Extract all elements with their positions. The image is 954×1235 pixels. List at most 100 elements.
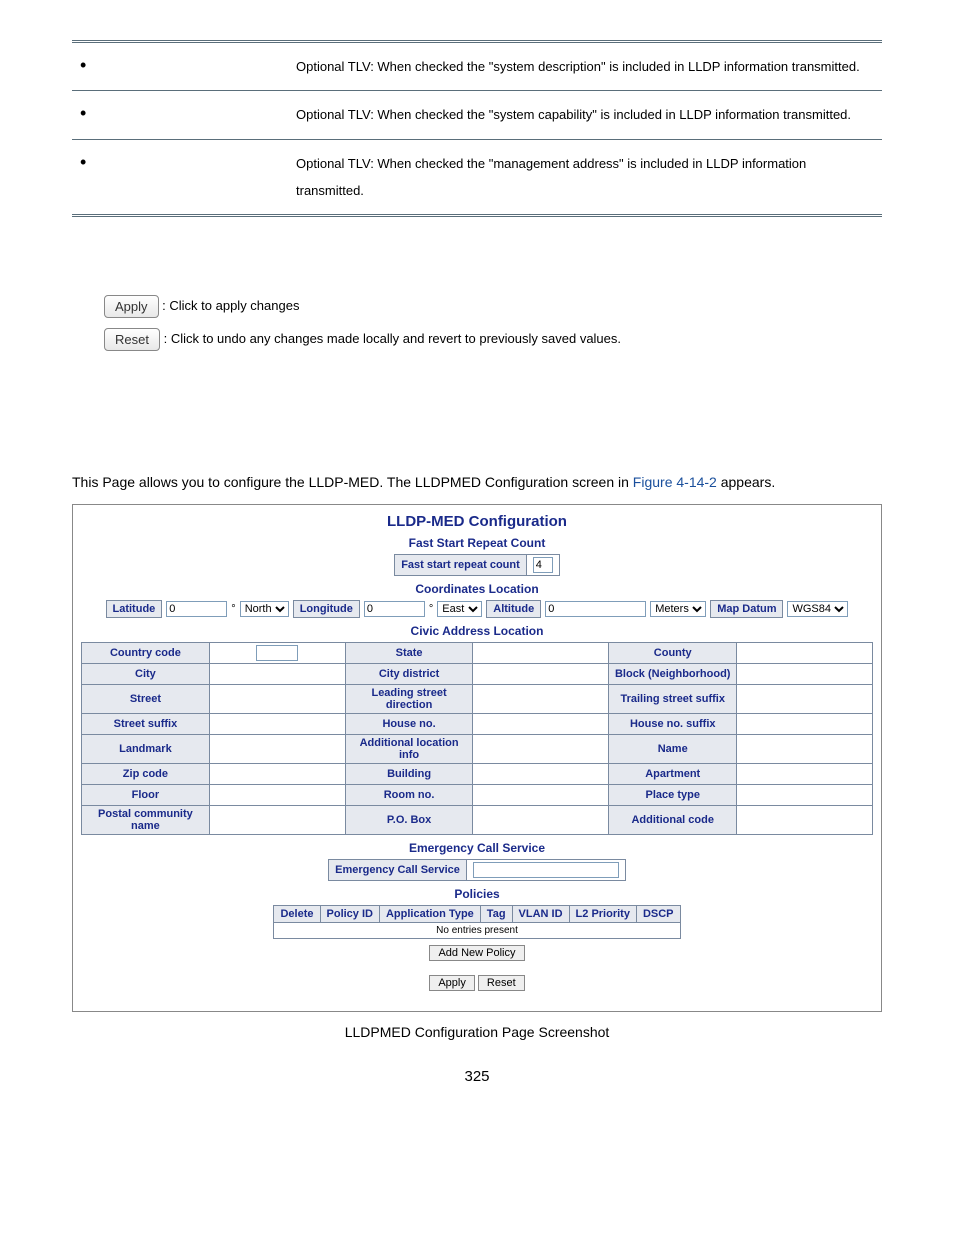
civic-label: Postal community name xyxy=(82,805,210,834)
civic-label: Street suffix xyxy=(82,713,210,734)
policy-header: Policy ID xyxy=(320,905,379,922)
emergency-heading: Emergency Call Service xyxy=(81,841,873,855)
config-reset-button[interactable]: Reset xyxy=(478,975,525,991)
bullet-icon: • xyxy=(80,152,86,172)
civic-value[interactable] xyxy=(737,642,873,663)
coords-row: Latitude ° North Longitude ° East Altitu… xyxy=(81,600,873,618)
apply-desc: : Click to apply changes xyxy=(162,298,299,313)
civic-value[interactable] xyxy=(737,713,873,734)
civic-value[interactable] xyxy=(473,713,609,734)
civic-value[interactable] xyxy=(737,684,873,713)
civic-label: Apartment xyxy=(609,763,737,784)
civic-value[interactable] xyxy=(737,763,873,784)
civic-value[interactable] xyxy=(473,763,609,784)
civic-value[interactable] xyxy=(209,784,345,805)
civic-value[interactable] xyxy=(737,784,873,805)
map-datum-label: Map Datum xyxy=(710,600,783,618)
tlv-desc: Optional TLV: When checked the "manageme… xyxy=(288,139,882,216)
civic-label: Trailing street suffix xyxy=(609,684,737,713)
civic-label: Place type xyxy=(609,784,737,805)
policy-header: Application Type xyxy=(379,905,480,922)
civic-label: State xyxy=(345,642,473,663)
civic-value[interactable] xyxy=(209,663,345,684)
tlv-desc: Optional TLV: When checked the "system c… xyxy=(288,91,882,139)
civic-value[interactable] xyxy=(473,784,609,805)
latitude-dir-select[interactable]: North xyxy=(240,601,289,617)
civic-label: County xyxy=(609,642,737,663)
apply-button[interactable]: Apply xyxy=(104,295,159,318)
reset-desc: : Click to undo any changes made locally… xyxy=(164,331,621,346)
policy-table: DeletePolicy IDApplication TypeTagVLAN I… xyxy=(273,905,680,939)
civic-label: House no. xyxy=(345,713,473,734)
civic-value[interactable] xyxy=(209,763,345,784)
civic-label: Additional code xyxy=(609,805,737,834)
degree-icon: ° xyxy=(429,603,433,615)
altitude-unit-select[interactable]: Meters xyxy=(650,601,706,617)
reset-button[interactable]: Reset xyxy=(104,328,160,351)
latitude-input[interactable] xyxy=(166,601,227,617)
longitude-dir-select[interactable]: East xyxy=(437,601,482,617)
civic-label: Leading street direction xyxy=(345,684,473,713)
civic-label: Zip code xyxy=(82,763,210,784)
civic-value[interactable] xyxy=(473,642,609,663)
fast-start-label: Fast start repeat count xyxy=(395,554,527,575)
civic-label: Country code xyxy=(82,642,210,663)
page-number: 325 xyxy=(72,1068,882,1085)
altitude-input[interactable] xyxy=(545,601,646,617)
figure-link[interactable]: Figure 4-14-2 xyxy=(633,474,717,490)
civic-value[interactable] xyxy=(209,734,345,763)
fast-start-heading: Fast Start Repeat Count xyxy=(81,536,873,550)
longitude-input[interactable] xyxy=(364,601,425,617)
policy-header: L2 Priority xyxy=(569,905,636,922)
civic-value[interactable] xyxy=(473,663,609,684)
config-title: LLDP-MED Configuration xyxy=(81,513,873,530)
longitude-label: Longitude xyxy=(293,600,360,618)
country-code-input[interactable] xyxy=(256,645,298,661)
civic-label: Floor xyxy=(82,784,210,805)
tlv-desc: Optional TLV: When checked the "system d… xyxy=(288,42,882,91)
policies-heading: Policies xyxy=(81,887,873,901)
emergency-input[interactable] xyxy=(473,862,619,878)
civic-label: House no. suffix xyxy=(609,713,737,734)
civic-value[interactable] xyxy=(473,805,609,834)
civic-value[interactable] xyxy=(209,642,345,663)
intro-text: This Page allows you to configure the LL… xyxy=(72,471,882,493)
civic-label: P.O. Box xyxy=(345,805,473,834)
civic-value[interactable] xyxy=(209,684,345,713)
figure-caption: LLDPMED Configuration Page Screenshot xyxy=(72,1024,882,1040)
policy-header: Tag xyxy=(480,905,512,922)
civic-value[interactable] xyxy=(473,734,609,763)
civic-label: City xyxy=(82,663,210,684)
civic-label: Building xyxy=(345,763,473,784)
civic-value[interactable] xyxy=(209,805,345,834)
lldp-med-config-box: LLDP-MED Configuration Fast Start Repeat… xyxy=(72,504,882,1012)
civic-label: City district xyxy=(345,663,473,684)
config-apply-button[interactable]: Apply xyxy=(429,975,475,991)
altitude-label: Altitude xyxy=(486,600,541,618)
civic-value[interactable] xyxy=(473,684,609,713)
emergency-label: Emergency Call Service xyxy=(329,859,467,880)
fast-start-table: Fast start repeat count xyxy=(394,554,560,576)
policy-header: Delete xyxy=(274,905,320,922)
policy-header: DSCP xyxy=(636,905,680,922)
bullet-icon: • xyxy=(80,103,86,123)
tlv-table: • Optional TLV: When checked the "system… xyxy=(72,40,882,217)
civic-value[interactable] xyxy=(209,713,345,734)
civic-label: Room no. xyxy=(345,784,473,805)
no-entries: No entries present xyxy=(274,922,680,938)
civic-value[interactable] xyxy=(737,734,873,763)
civic-table: Country code State County City City district… xyxy=(81,642,873,835)
fast-start-input[interactable] xyxy=(533,557,553,573)
policy-header: VLAN ID xyxy=(512,905,569,922)
civic-label: Block (Neighborhood) xyxy=(609,663,737,684)
civic-label: Landmark xyxy=(82,734,210,763)
add-policy-button[interactable]: Add New Policy xyxy=(429,945,524,961)
civic-value[interactable] xyxy=(737,805,873,834)
map-datum-select[interactable]: WGS84 xyxy=(787,601,848,617)
civic-value[interactable] xyxy=(737,663,873,684)
coords-heading: Coordinates Location xyxy=(81,582,873,596)
civic-label: Additional location info xyxy=(345,734,473,763)
degree-icon: ° xyxy=(231,603,235,615)
emergency-table: Emergency Call Service xyxy=(328,859,626,881)
latitude-label: Latitude xyxy=(106,600,163,618)
